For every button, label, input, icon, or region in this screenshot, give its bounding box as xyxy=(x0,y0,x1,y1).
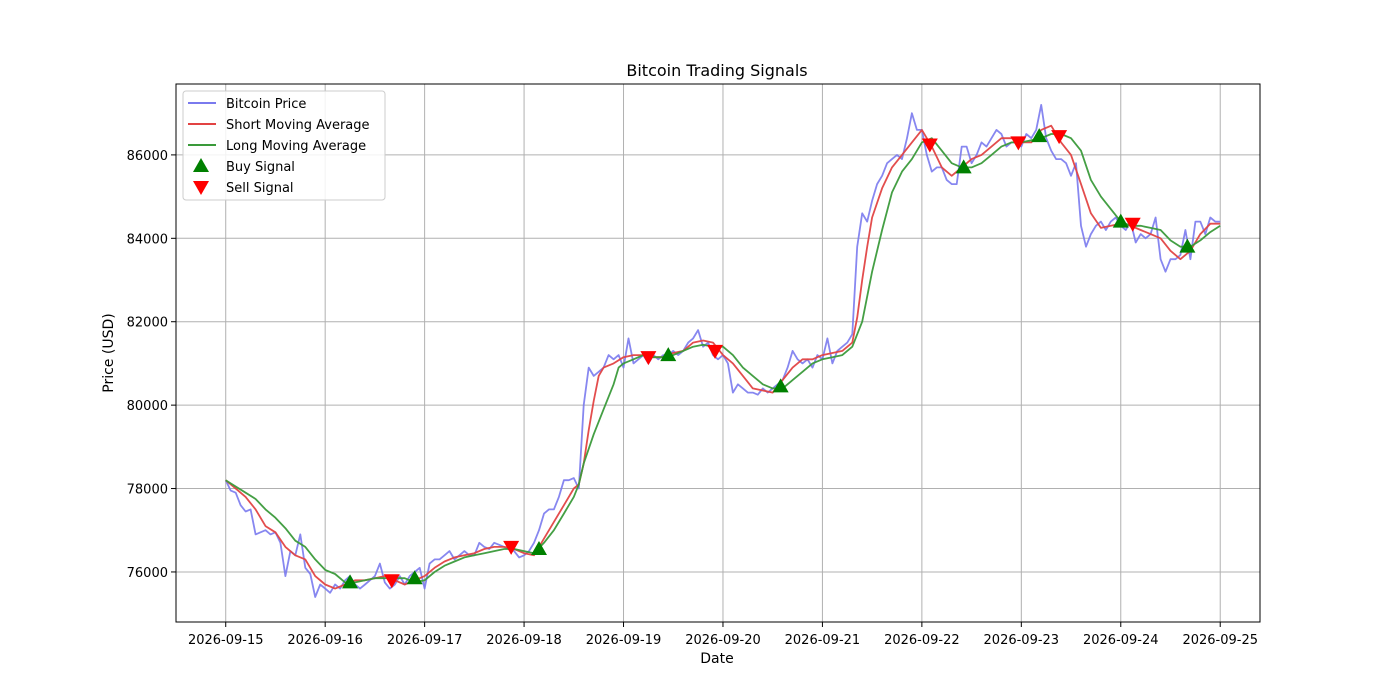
y-tick-label: 82000 xyxy=(127,316,168,331)
buy-signal-marker xyxy=(1031,128,1048,143)
x-tick-label: 2026-09-23 xyxy=(984,633,1060,648)
sell-signal-marker xyxy=(921,138,938,153)
x-tick-label: 2026-09-17 xyxy=(387,633,463,648)
y-axis-label: Price (USD) xyxy=(101,313,117,392)
buy-signal-marker xyxy=(342,574,359,589)
sell-signal-marker xyxy=(707,344,724,359)
x-tick-label: 2026-09-16 xyxy=(287,633,363,648)
x-tick-label: 2026-09-20 xyxy=(685,633,761,648)
buy-signal-marker xyxy=(955,159,972,174)
x-tick-label: 2026-09-19 xyxy=(586,633,662,648)
y-axis: 76000 78000 80000 82000 84000 86000 xyxy=(127,149,176,581)
legend-sell-marker xyxy=(193,181,209,195)
x-tick-label: 2026-09-18 xyxy=(486,633,562,648)
sell-signal-marker xyxy=(640,351,657,366)
legend-label: Bitcoin Price xyxy=(226,97,306,112)
x-tick-label: 2026-09-25 xyxy=(1182,633,1258,648)
chart-title: Bitcoin Trading Signals xyxy=(626,61,807,80)
x-tick-label: 2026-09-21 xyxy=(785,633,861,648)
x-tick-label: 2026-09-24 xyxy=(1083,633,1159,648)
buy-signal-marker xyxy=(530,541,547,556)
x-axis: 2026-09-15 2026-09-16 2026-09-17 2026-09-18… xyxy=(188,622,1258,648)
x-tick-label: 2026-09-22 xyxy=(884,633,960,648)
series-line-short-moving-average xyxy=(225,124,1221,590)
legend-buy-marker xyxy=(193,158,209,172)
legend-label: Sell Signal xyxy=(226,181,294,196)
sell-signal-marker xyxy=(1051,130,1068,145)
x-axis-label: Date xyxy=(700,651,733,667)
y-tick-label: 86000 xyxy=(127,149,168,164)
buy-signal-marker xyxy=(660,347,677,362)
legend-label: Buy Signal xyxy=(226,160,295,175)
buy-signal-marker xyxy=(772,378,789,393)
legend-label: Long Moving Average xyxy=(226,139,366,154)
sell-signal-marker xyxy=(1124,217,1141,232)
buy-signal-marker xyxy=(406,570,423,585)
buy-signal-marker xyxy=(1179,238,1196,253)
grid-lines xyxy=(176,84,1260,622)
y-tick-label: 76000 xyxy=(127,566,168,581)
sell-signal-marker xyxy=(383,574,400,589)
legend-label: Short Moving Average xyxy=(226,118,370,133)
sell-signal-marker xyxy=(503,540,520,555)
y-tick-label: 78000 xyxy=(127,483,168,498)
x-tick-label: 2026-09-15 xyxy=(188,633,264,648)
sell-signal-marker xyxy=(1010,136,1027,151)
plot-frame xyxy=(175,83,1261,623)
y-tick-label: 84000 xyxy=(127,232,168,247)
y-tick-label: 80000 xyxy=(127,399,168,414)
plot-area xyxy=(224,104,1221,598)
legend: Bitcoin Price Short Moving Average Long Mo… xyxy=(182,90,386,201)
buy-signal-marker xyxy=(1112,213,1129,228)
legend-box xyxy=(182,90,386,201)
